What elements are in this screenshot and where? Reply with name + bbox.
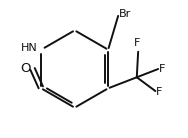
Text: Br: Br xyxy=(119,10,131,19)
Text: O: O xyxy=(20,63,30,75)
Text: F: F xyxy=(159,64,165,74)
Text: HN: HN xyxy=(21,43,38,53)
Text: F: F xyxy=(156,87,162,97)
Text: F: F xyxy=(134,38,141,48)
